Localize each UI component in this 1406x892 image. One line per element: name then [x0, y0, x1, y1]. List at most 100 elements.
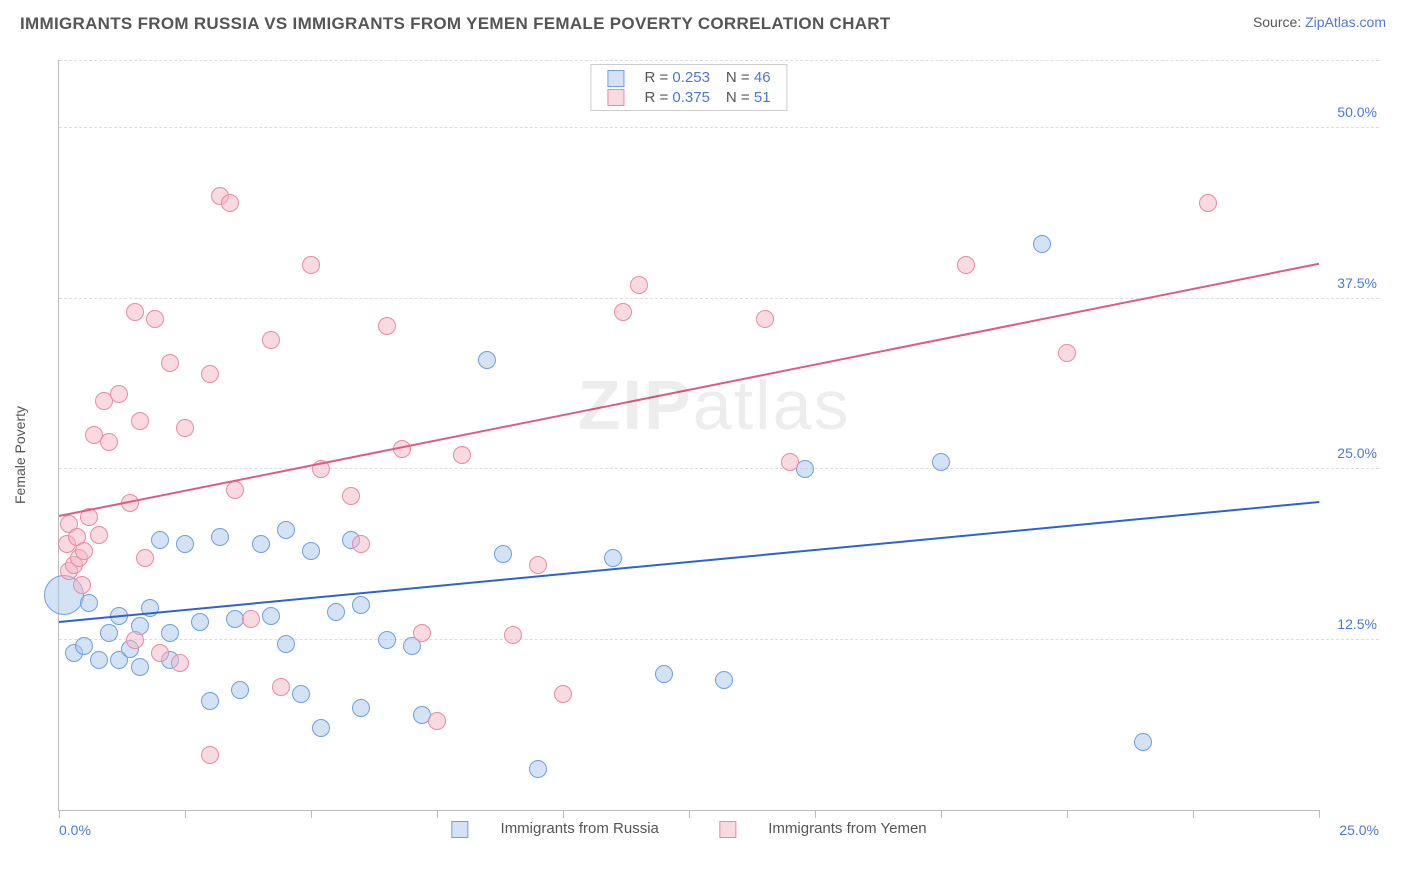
gridline: [59, 639, 1379, 640]
swatch-yemen-icon: [607, 89, 624, 106]
data-point: [529, 760, 547, 778]
x-tick: [1193, 810, 1194, 818]
x-tick: [437, 810, 438, 818]
data-point: [604, 549, 622, 567]
y-tick-label: 50.0%: [1335, 104, 1379, 120]
data-point: [191, 613, 209, 631]
y-tick-label: 25.0%: [1335, 445, 1379, 461]
data-point: [715, 671, 733, 689]
data-point: [1134, 733, 1152, 751]
data-point: [630, 276, 648, 294]
data-point: [1058, 344, 1076, 362]
data-point: [73, 576, 91, 594]
data-point: [151, 531, 169, 549]
data-point: [1033, 235, 1051, 253]
data-point: [131, 412, 149, 430]
data-point: [90, 651, 108, 669]
watermark: ZIPatlas: [578, 365, 851, 445]
data-point: [327, 603, 345, 621]
legend-item-yemen: Immigrants from Yemen: [705, 820, 941, 837]
data-point: [252, 535, 270, 553]
data-point: [211, 528, 229, 546]
header: IMMIGRANTS FROM RUSSIA VS IMMIGRANTS FRO…: [0, 0, 1406, 40]
data-point: [428, 712, 446, 730]
regression-line: [59, 501, 1319, 623]
gridline: [59, 468, 1379, 469]
legend-item-russia: Immigrants from Russia: [437, 820, 673, 837]
x-axis-label-left: 0.0%: [59, 822, 91, 838]
data-point: [201, 365, 219, 383]
data-point: [277, 635, 295, 653]
data-point: [100, 433, 118, 451]
data-point: [161, 624, 179, 642]
data-point: [302, 256, 320, 274]
chart-title: IMMIGRANTS FROM RUSSIA VS IMMIGRANTS FRO…: [20, 14, 891, 34]
data-point: [957, 256, 975, 274]
data-point: [221, 194, 239, 212]
data-point: [302, 542, 320, 560]
y-tick-label: 37.5%: [1335, 275, 1379, 291]
legend-stats: R = 0.253 N = 46 R = 0.375 N = 51: [590, 64, 787, 111]
gridline: [59, 127, 1379, 128]
data-point: [756, 310, 774, 328]
data-point: [171, 654, 189, 672]
x-axis-label-right: 25.0%: [1339, 822, 1379, 838]
data-point: [176, 419, 194, 437]
data-point: [201, 746, 219, 764]
data-point: [75, 637, 93, 655]
x-tick: [689, 810, 690, 818]
data-point: [554, 685, 572, 703]
data-point: [90, 526, 108, 544]
data-point: [413, 624, 431, 642]
data-point: [161, 354, 179, 372]
data-point: [504, 626, 522, 644]
data-point: [342, 487, 360, 505]
source: Source: ZipAtlas.com: [1253, 14, 1386, 30]
data-point: [262, 331, 280, 349]
data-point: [352, 535, 370, 553]
data-point: [242, 610, 260, 628]
data-point: [529, 556, 547, 574]
data-point: [932, 453, 950, 471]
x-tick: [59, 810, 60, 818]
data-point: [655, 665, 673, 683]
gridline: [59, 60, 1379, 61]
y-axis-label: Female Poverty: [12, 406, 28, 504]
chart: Female Poverty ZIPatlas R = 0.253 N = 46…: [40, 50, 1390, 860]
data-point: [453, 446, 471, 464]
data-point: [312, 719, 330, 737]
data-point: [75, 542, 93, 560]
data-point: [136, 549, 154, 567]
data-point: [176, 535, 194, 553]
x-tick: [311, 810, 312, 818]
regression-line: [59, 263, 1319, 517]
data-point: [262, 607, 280, 625]
x-tick: [563, 810, 564, 818]
data-point: [352, 596, 370, 614]
data-point: [614, 303, 632, 321]
x-tick: [185, 810, 186, 818]
data-point: [352, 699, 370, 717]
data-point: [272, 678, 290, 696]
x-tick: [941, 810, 942, 818]
data-point: [494, 545, 512, 563]
gridline: [59, 298, 1379, 299]
swatch-yemen-icon: [719, 821, 736, 838]
plot-area: ZIPatlas R = 0.253 N = 46 R = 0.375 N = …: [58, 60, 1319, 811]
legend-row-yemen: R = 0.375 N = 51: [599, 88, 778, 108]
data-point: [1199, 194, 1217, 212]
data-point: [126, 631, 144, 649]
x-tick: [1067, 810, 1068, 818]
data-point: [378, 631, 396, 649]
x-tick: [1319, 810, 1320, 818]
data-point: [80, 594, 98, 612]
data-point: [100, 624, 118, 642]
data-point: [201, 692, 219, 710]
data-point: [151, 644, 169, 662]
data-point: [126, 303, 144, 321]
source-link[interactable]: ZipAtlas.com: [1305, 14, 1386, 30]
data-point: [277, 521, 295, 539]
data-point: [292, 685, 310, 703]
data-point: [781, 453, 799, 471]
x-tick: [815, 810, 816, 818]
